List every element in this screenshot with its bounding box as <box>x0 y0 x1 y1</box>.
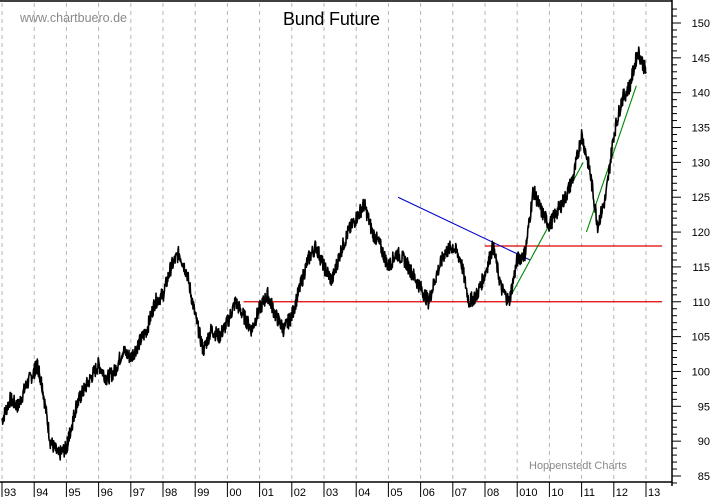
x-tick-label: 010 <box>519 487 537 499</box>
y-tick-label: 120 <box>692 227 710 239</box>
x-tick-label: 96 <box>101 487 113 499</box>
vertical-gridlines <box>1 3 647 482</box>
y-tick-label: 100 <box>692 366 710 378</box>
y-tick-label: 130 <box>692 157 710 169</box>
x-tick-label: 95 <box>68 487 80 499</box>
x-tick-label: 12 <box>616 487 628 499</box>
source-credit: Hoppenstedt Charts <box>529 460 627 472</box>
x-tick-label: 07 <box>455 487 467 499</box>
x-tick-label: 02 <box>294 487 306 499</box>
x-tick-label: 00 <box>229 487 241 499</box>
x-tick-label: 94 <box>36 487 48 499</box>
y-tick-label: 135 <box>692 123 710 135</box>
x-tick-label: 97 <box>133 487 145 499</box>
y-tick-label: 125 <box>692 192 710 204</box>
x-axis: 93 94 95 96 97 98 99 00 01 02 03 04 05 06 07 08 010 10 11 1… <box>1 482 660 499</box>
x-tick-label: 03 <box>326 487 338 499</box>
y-tick-label: 90 <box>698 436 710 448</box>
chart-frame <box>0 0 673 486</box>
y-tick-label: 95 <box>698 401 710 413</box>
y-tick-label: 105 <box>692 332 710 344</box>
y-tick-label: 145 <box>692 53 710 65</box>
chart-title: Bund Future <box>283 9 380 29</box>
price-line <box>1 46 647 461</box>
x-tick-label: 01 <box>262 487 274 499</box>
x-tick-label: 05 <box>390 487 402 499</box>
x-tick-label: 06 <box>423 487 435 499</box>
x-tick-label: 04 <box>358 487 370 499</box>
y-tick-label: 85 <box>698 471 710 483</box>
y-tick-label: 110 <box>692 297 710 309</box>
x-tick-label: 11 <box>584 487 595 499</box>
y-axis: 85 90 95 100 105 110 115 120 125 130 135 140 145 150 <box>672 8 710 484</box>
x-tick-label: 93 <box>4 487 16 499</box>
x-tick-label: 99 <box>197 487 209 499</box>
y-tick-label: 150 <box>692 18 710 30</box>
y-tick-label: 140 <box>692 88 710 100</box>
x-tick-label: 98 <box>165 487 177 499</box>
downtrend-line <box>397 196 531 261</box>
y-tick-label: 115 <box>692 262 710 274</box>
watermark-url: www.chartbuero.de <box>20 11 128 25</box>
x-tick-label: 08 <box>487 487 499 499</box>
x-tick-label: 10 <box>551 487 563 499</box>
x-tick-label: 13 <box>648 487 660 499</box>
price-series <box>1 46 647 461</box>
